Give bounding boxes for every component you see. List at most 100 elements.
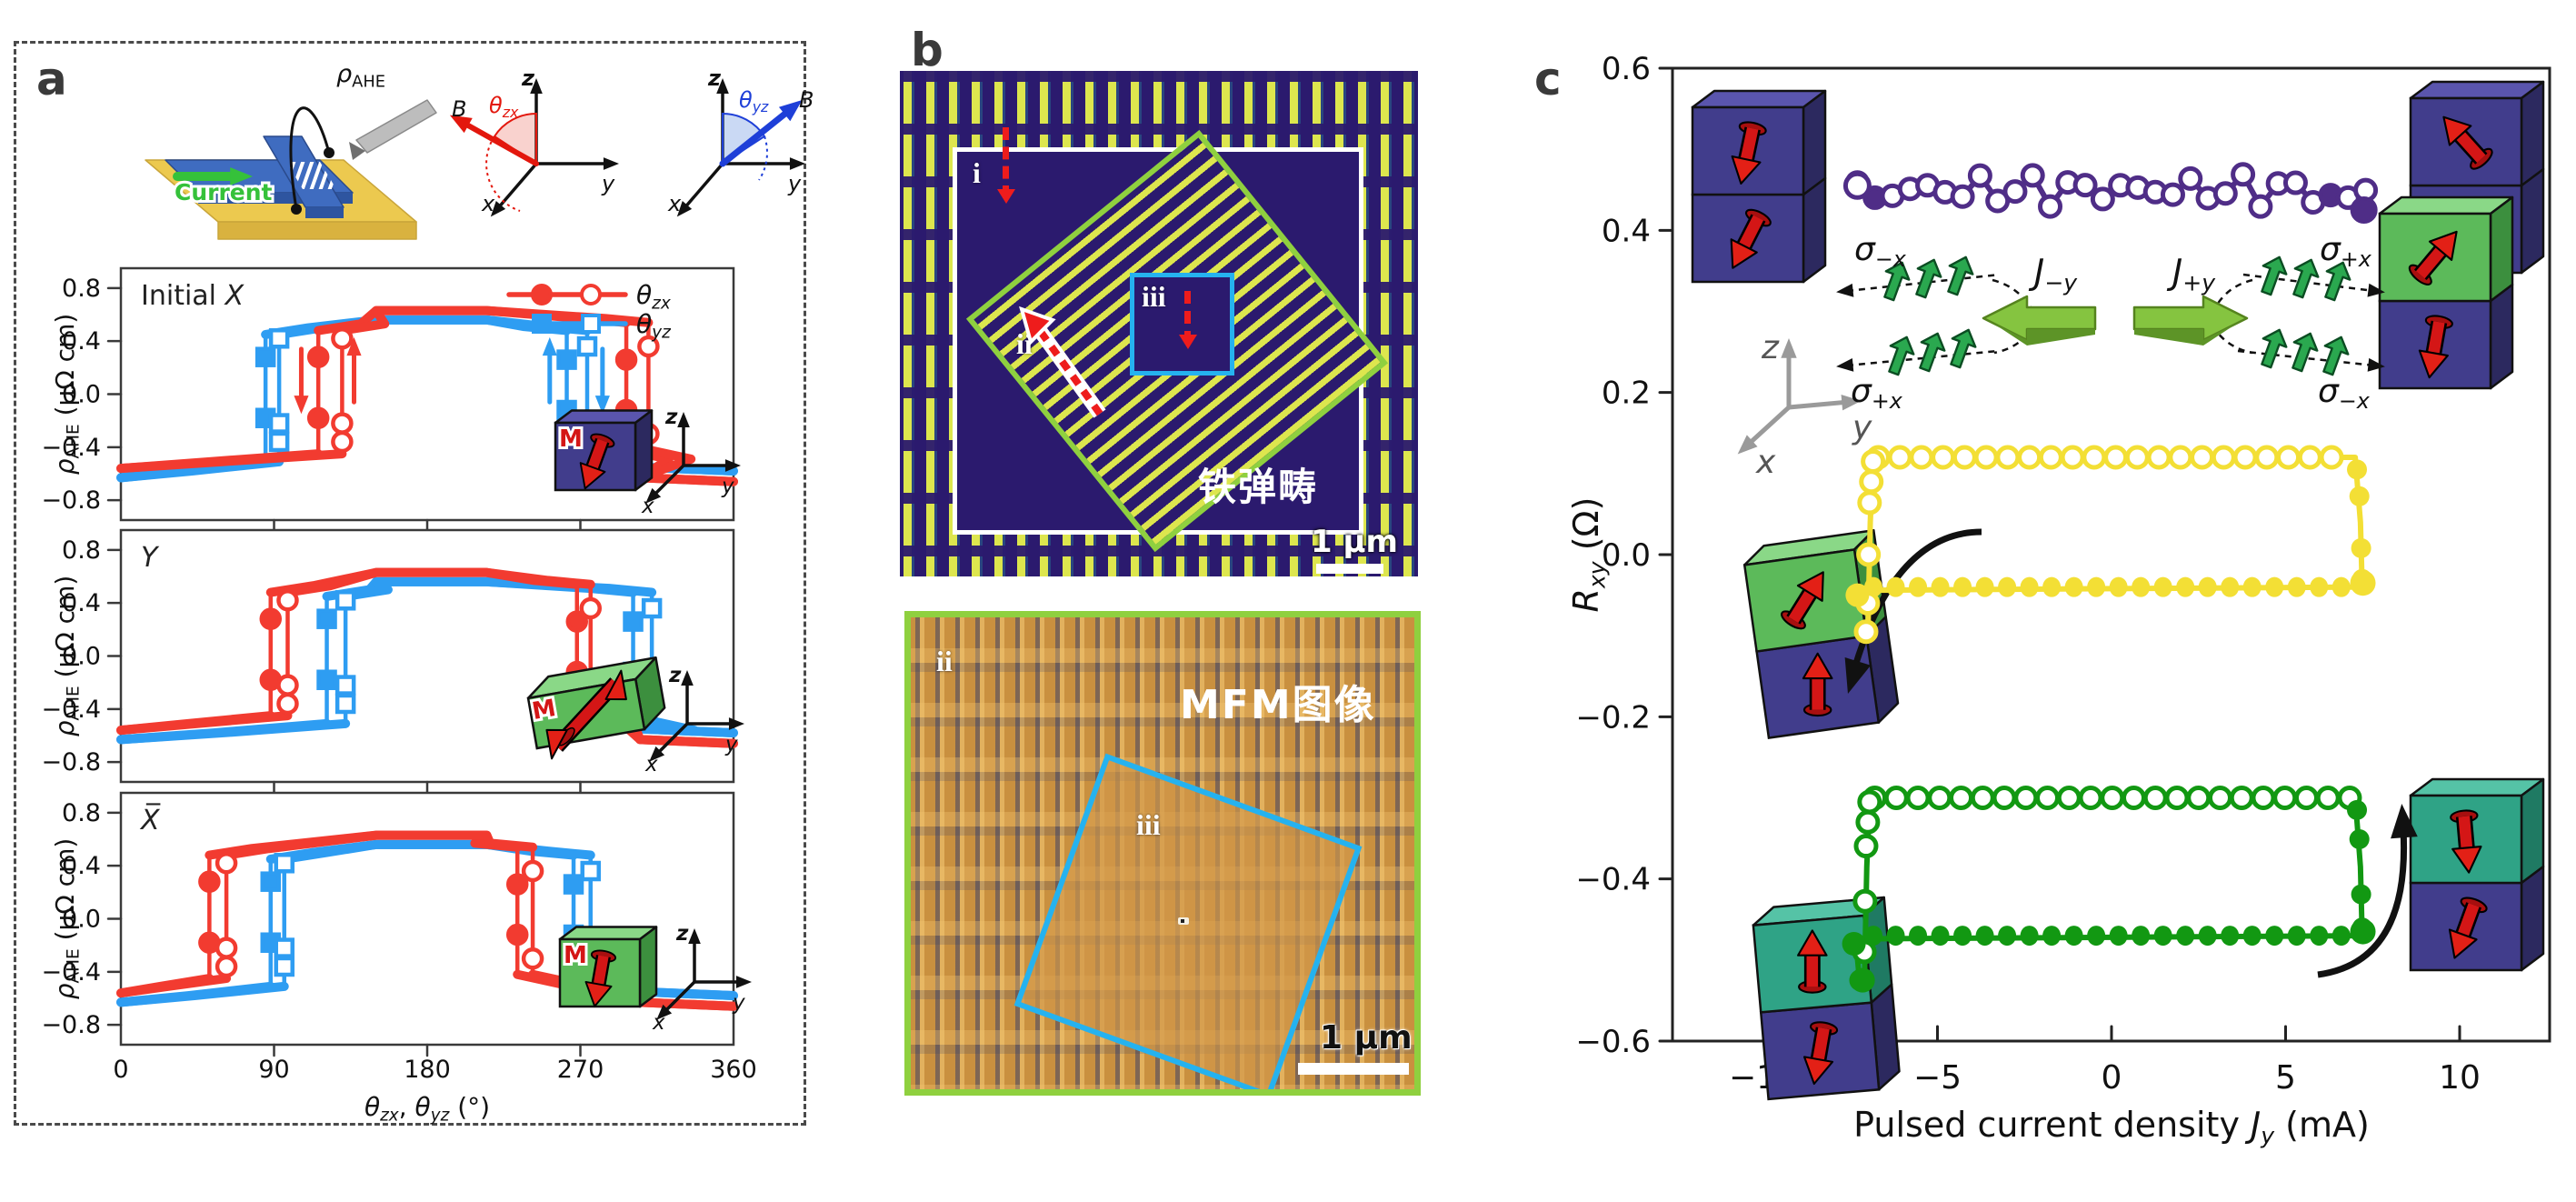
svg-text:z: z xyxy=(1761,329,1780,366)
svg-text:0.8: 0.8 xyxy=(62,275,101,303)
svg-text:σ+x: σ+x xyxy=(2320,231,2372,272)
svg-text:M: M xyxy=(559,426,583,453)
ferroelastic-domain-image: i ii iii 铁弹畴 1 μm xyxy=(900,71,1418,576)
scan-direction-arrow-icon xyxy=(997,127,1015,204)
svg-text:−5: −5 xyxy=(1913,1059,1962,1097)
svg-text:ρAHE: ρAHE xyxy=(336,60,385,91)
svg-text:0.0: 0.0 xyxy=(62,643,101,671)
svg-text:0.8: 0.8 xyxy=(62,536,101,565)
svg-text:y: y xyxy=(721,475,734,498)
svg-text:−0.6: −0.6 xyxy=(1575,1024,1651,1060)
svg-text:B: B xyxy=(799,87,814,113)
svg-text:−0.4: −0.4 xyxy=(41,434,101,462)
panel-a-label: a xyxy=(36,53,67,105)
svg-text:0.4: 0.4 xyxy=(62,852,101,880)
svg-text:−0.8: −0.8 xyxy=(41,748,101,776)
svg-text:−0.4: −0.4 xyxy=(1575,862,1651,898)
svg-text:σ+x: σ+x xyxy=(1851,373,1903,414)
svg-text:−0.8: −0.8 xyxy=(41,486,101,515)
svg-text:M: M xyxy=(530,695,558,726)
svg-text:−0.8: −0.8 xyxy=(41,1011,101,1039)
svg-text:ρAHE (μΩ cm): ρAHE (μΩ cm) xyxy=(50,314,84,476)
panel-a-hysteresis-plots: 0.8 0.4 0.0 −0.4 −0.8 ρAHE (μΩ cm) Initial X θz… xyxy=(41,266,757,1126)
scalebar xyxy=(1298,1063,1409,1075)
svg-text:x: x xyxy=(1755,444,1776,481)
svg-text:−0.2: −0.2 xyxy=(1575,699,1651,736)
svg-text:0.0: 0.0 xyxy=(1602,537,1651,574)
svg-text:θzx, θyz (°): θzx, θyz (°) xyxy=(364,1092,490,1126)
scalebar xyxy=(1316,564,1383,574)
scalebar-label: 1 μm xyxy=(1320,1019,1413,1057)
svg-text:90: 90 xyxy=(258,1056,289,1084)
svg-text:z: z xyxy=(664,406,678,429)
mfm-caption: MFM图像 xyxy=(1180,682,1376,728)
region-label-ii: ii xyxy=(936,645,953,677)
svg-text:Rxy (Ω): Rxy (Ω) xyxy=(1566,497,1611,613)
region-label-i: i xyxy=(973,156,981,189)
svg-text:θyz: θyz xyxy=(739,87,769,115)
ferroelastic-domain-caption: 铁弹畴 xyxy=(1198,465,1319,509)
svg-text:σ−x: σ−x xyxy=(2318,373,2371,414)
svg-text:0: 0 xyxy=(113,1056,128,1084)
svg-text:X̅: X̅ xyxy=(139,803,161,836)
svg-text:θzx: θzx xyxy=(489,93,519,121)
svg-text:y: y xyxy=(787,171,802,196)
svg-text:z: z xyxy=(668,664,682,687)
panel-b-label: b xyxy=(911,24,944,76)
svg-text:B: B xyxy=(452,96,466,122)
svg-text:x: x xyxy=(644,753,658,776)
svg-text:ρAHE (μΩ cm): ρAHE (μΩ cm) xyxy=(50,576,84,737)
svg-text:z: z xyxy=(707,65,722,91)
svg-text:y: y xyxy=(1852,409,1872,446)
svg-text:Current: Current xyxy=(175,179,273,205)
hall-device-schematic: Current ρAHE xyxy=(145,60,437,240)
mfm-image: ii iii MFM图像 1 μm xyxy=(904,611,1421,1096)
svg-text:0.8: 0.8 xyxy=(62,799,101,827)
svg-text:θyz: θyz xyxy=(636,309,672,343)
svg-text:0.6: 0.6 xyxy=(1602,51,1651,87)
region-box-iii xyxy=(1130,273,1234,376)
svg-text:x: x xyxy=(667,191,682,216)
svg-text:0.4: 0.4 xyxy=(62,589,101,617)
panel-c-label: c xyxy=(1534,53,1562,105)
svg-text:360: 360 xyxy=(710,1056,757,1084)
region-box-iii xyxy=(1013,753,1363,1089)
svg-text:M: M xyxy=(564,942,587,969)
svg-text:y: y xyxy=(724,733,738,756)
region-label-iii: iii xyxy=(1142,280,1166,313)
svg-text:y: y xyxy=(732,991,745,1015)
svg-text:−0.4: −0.4 xyxy=(41,696,101,724)
svg-text:180: 180 xyxy=(404,1056,451,1084)
svg-text:x: x xyxy=(641,495,654,518)
svg-text:10: 10 xyxy=(2439,1059,2481,1097)
svg-text:0.0: 0.0 xyxy=(62,381,101,409)
svg-text:ρAHE (μΩ cm): ρAHE (μΩ cm) xyxy=(50,838,84,1000)
svg-text:x: x xyxy=(652,1011,665,1035)
svg-text:0.4: 0.4 xyxy=(1602,213,1651,249)
scan-direction-arrow-icon xyxy=(1179,291,1197,349)
svg-text:0: 0 xyxy=(2102,1059,2122,1097)
svg-text:270: 270 xyxy=(557,1056,604,1084)
stripe-direction-arrow-icon xyxy=(1019,306,1106,418)
region-label-iii: iii xyxy=(1136,808,1161,841)
svg-text:θzx: θzx xyxy=(636,280,672,314)
svg-text:Y: Y xyxy=(141,542,160,574)
svg-text:Initial X: Initial X xyxy=(141,280,245,312)
svg-text:z: z xyxy=(675,922,689,946)
svg-text:0.2: 0.2 xyxy=(1602,376,1651,412)
defect-marker xyxy=(1178,917,1189,925)
svg-text:y: y xyxy=(601,171,615,196)
svg-text:Pulsed current density Jy (mA): Pulsed current density Jy (mA) xyxy=(1853,1105,2370,1149)
svg-text:σ−x: σ−x xyxy=(1854,231,1907,272)
svg-text:x: x xyxy=(481,191,495,216)
scalebar-label: 1 μm xyxy=(1311,524,1398,560)
svg-text:0.4: 0.4 xyxy=(62,327,101,356)
svg-text:−0.4: −0.4 xyxy=(41,958,101,987)
svg-text:0.0: 0.0 xyxy=(62,906,101,934)
svg-text:5: 5 xyxy=(2275,1059,2296,1097)
panel-a xyxy=(14,41,806,1126)
svg-text:z: z xyxy=(521,65,535,91)
